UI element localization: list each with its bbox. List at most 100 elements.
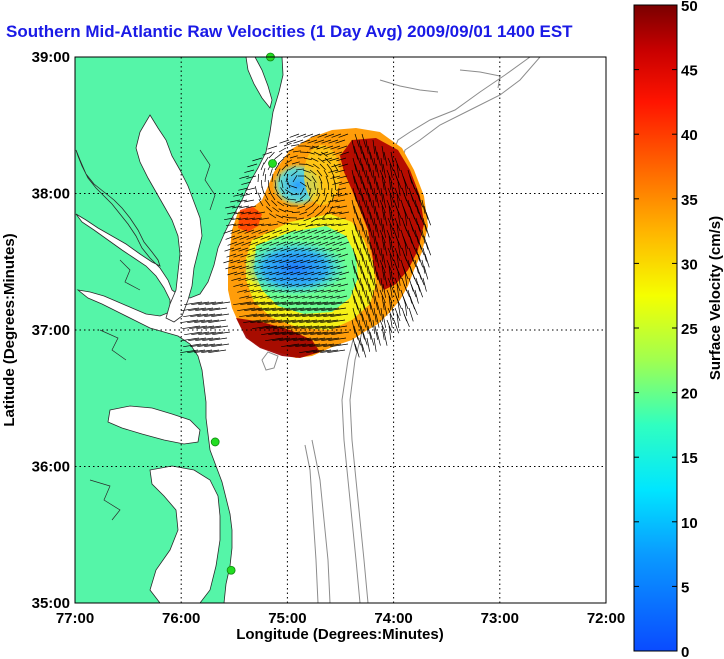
velocity-vector <box>314 289 325 293</box>
velocity-vector <box>184 331 203 336</box>
velocity-vector <box>277 201 285 207</box>
velocity-vector <box>310 301 329 306</box>
velocity-vector <box>323 169 329 178</box>
velocity-vector <box>375 193 380 208</box>
velocity-vector <box>404 211 408 226</box>
velocity-vector <box>303 157 312 161</box>
velocity-vector <box>233 223 244 227</box>
velocity-vector <box>417 193 423 208</box>
velocity-vector <box>317 301 336 306</box>
velocity-vector <box>351 139 356 154</box>
velocity-vector <box>313 205 320 212</box>
velocity-vector <box>367 145 372 160</box>
velocity-vector <box>301 247 312 252</box>
velocity-vector <box>375 223 380 238</box>
velocity-vector <box>325 151 336 156</box>
velocity-vector <box>374 235 378 250</box>
velocity-core-yellow <box>304 145 340 205</box>
velocity-vector <box>396 163 400 178</box>
velocity-vector <box>288 295 299 299</box>
velocity-vector <box>332 271 343 276</box>
velocity-vector <box>234 211 245 215</box>
velocity-vector <box>205 331 224 336</box>
velocity-vector <box>302 169 311 173</box>
velocity-vector <box>250 319 269 324</box>
velocity-vector <box>262 151 273 156</box>
velocity-vector <box>266 325 285 330</box>
velocity-vector <box>279 307 298 312</box>
velocity-vector <box>276 271 287 276</box>
velocity-vector <box>381 265 385 280</box>
colorbar-label: Surface Velocity (cm/s) <box>707 216 724 380</box>
velocity-vector <box>389 223 393 238</box>
velocity-vector <box>265 259 276 264</box>
velocity-vector <box>268 223 279 227</box>
velocity-vector <box>286 259 297 264</box>
velocity-vector <box>194 319 213 324</box>
velocity-vector <box>322 211 329 219</box>
velocity-vector <box>308 187 312 196</box>
velocity-vector <box>383 331 388 346</box>
velocity-vector <box>359 247 364 262</box>
velocity-vector <box>387 247 394 262</box>
velocity-vector <box>286 229 297 234</box>
velocity-vector <box>190 343 209 348</box>
velocity-vector <box>382 253 386 268</box>
velocity-vector <box>246 295 257 299</box>
velocity-vector <box>275 331 294 336</box>
velocity-vector <box>324 193 328 202</box>
velocity-vector <box>366 187 370 202</box>
velocity-vector <box>303 199 311 206</box>
velocity-vector <box>197 313 216 318</box>
velocity-vector <box>279 139 290 144</box>
velocity-vector <box>258 289 269 293</box>
velocity-vector <box>196 325 215 330</box>
velocity-vector <box>299 181 307 187</box>
velocity-vector <box>297 241 308 246</box>
velocity-vector <box>265 289 276 293</box>
velocity-vector <box>355 301 361 316</box>
velocity-vector <box>320 349 339 354</box>
velocity-vector <box>379 259 386 274</box>
velocity-vector <box>362 271 368 286</box>
velocity-vector <box>339 151 350 156</box>
velocity-vector <box>211 313 230 318</box>
velocity-vector <box>314 211 322 218</box>
velocity-vector <box>237 229 248 234</box>
velocity-vector <box>410 253 417 268</box>
velocity-vector <box>286 337 305 342</box>
velocity-vector <box>388 205 392 220</box>
velocity-vector <box>302 235 313 240</box>
velocity-vector <box>321 259 332 264</box>
velocity-vector <box>294 325 313 330</box>
velocity-vector <box>278 319 297 324</box>
velocity-vector <box>245 277 256 281</box>
velocity-vector <box>279 289 290 293</box>
velocity-vector <box>280 187 286 195</box>
velocity-vector <box>231 247 242 252</box>
velocity-vector <box>316 169 323 177</box>
velocity-vector <box>208 349 227 354</box>
velocity-vector <box>306 211 315 217</box>
velocity-vector <box>302 265 313 270</box>
velocity-vector <box>358 169 362 184</box>
velocity-vector <box>223 259 234 264</box>
velocity-vector <box>232 235 243 240</box>
velocity-vector <box>318 175 323 184</box>
velocity-vector <box>362 331 368 346</box>
velocity-vector <box>425 211 431 226</box>
velocity-vector <box>374 325 378 340</box>
velocity-vector <box>403 313 410 328</box>
velocity-vector <box>282 301 301 306</box>
velocity-vector <box>255 271 266 276</box>
velocity-vector <box>317 253 328 258</box>
colorbar-tick-label: 5 <box>681 579 689 596</box>
velocity-vector <box>307 307 326 312</box>
velocity-vector <box>202 337 221 342</box>
velocity-vector <box>365 199 369 214</box>
velocity-vector <box>380 307 384 322</box>
velocity-vector <box>310 223 321 227</box>
velocity-vector <box>316 187 319 196</box>
velocity-vector <box>332 175 336 184</box>
x-tick-label: 74:00 <box>374 610 412 627</box>
